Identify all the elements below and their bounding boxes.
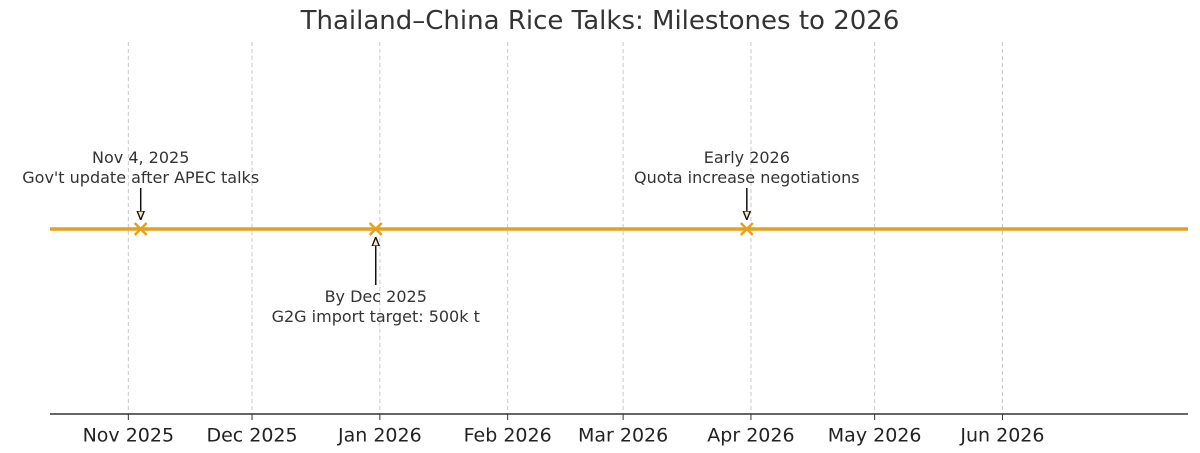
x-tick-label: Jun 2026 — [959, 425, 1044, 447]
event-date-label: Nov 4, 2025 — [92, 148, 189, 167]
x-tick-label: Mar 2026 — [578, 425, 668, 447]
event-marker — [739, 222, 754, 236]
x-tick-label: Apr 2026 — [707, 425, 794, 447]
event-description: G2G import target: 500k t — [272, 307, 480, 326]
x-axis: Nov 2025 Dec 2025 Jan 2026 Feb 2026 Mar 2026… — [50, 413, 1188, 447]
event-marker — [133, 222, 148, 236]
event-description: Quota increase negotiations — [634, 168, 860, 187]
x-tick-label: Jan 2026 — [337, 425, 422, 447]
event-date-label: Early 2026 — [704, 148, 790, 167]
x-tick-label: Dec 2025 — [206, 425, 297, 447]
x-tick-label: Nov 2025 — [83, 425, 174, 447]
event-marker — [368, 222, 383, 236]
event-description: Gov't update after APEC talks — [22, 168, 259, 187]
event-date-label: By Dec 2025 — [325, 287, 427, 306]
chart-title: Thailand–China Rice Talks: Milestones to… — [300, 6, 900, 36]
x-tick-label: Feb 2026 — [464, 425, 552, 447]
x-tick-label: May 2026 — [828, 425, 922, 447]
